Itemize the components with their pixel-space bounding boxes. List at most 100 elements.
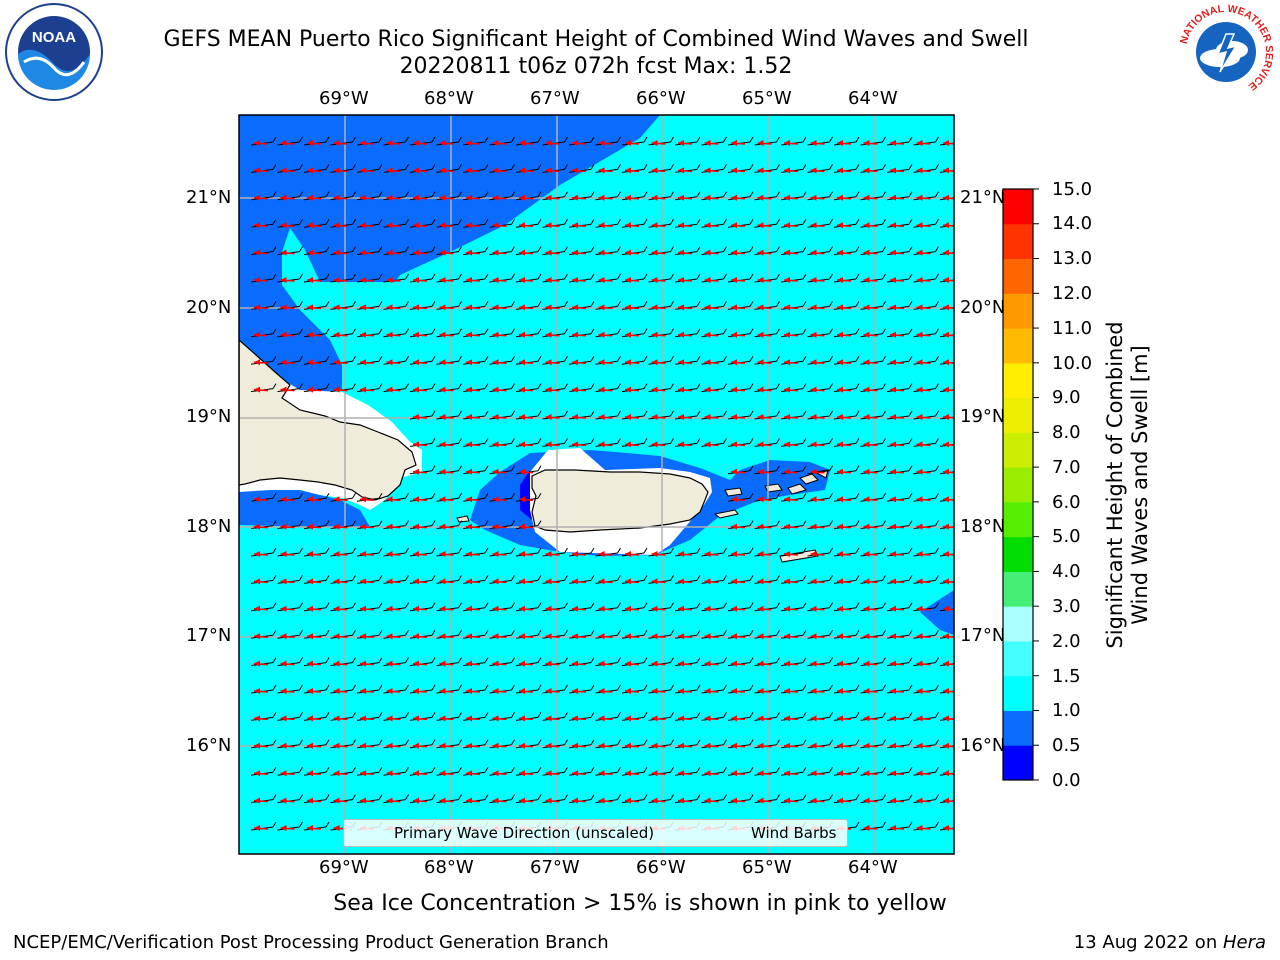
vector-cell — [939, 496, 954, 503]
vector-cell — [515, 575, 542, 585]
vector-cell — [595, 383, 621, 393]
vector-cell — [436, 328, 462, 338]
vector-cell — [303, 547, 330, 557]
colorbar-bin — [1003, 328, 1033, 364]
vector-cell — [807, 766, 833, 777]
vector-cell — [727, 794, 754, 804]
vector-cell — [356, 164, 383, 174]
vector-cell — [277, 246, 303, 256]
vector-cell — [939, 277, 954, 283]
vector-cell — [913, 794, 939, 804]
vector-cell — [515, 684, 542, 694]
vector-cell — [780, 629, 807, 640]
vector-cell — [356, 575, 383, 585]
vector-cell — [515, 218, 542, 229]
vector-cell — [833, 246, 860, 256]
vector-cell — [754, 438, 780, 448]
vector-cell — [701, 575, 727, 585]
vector-cell — [886, 602, 913, 612]
vector-cell — [913, 328, 939, 338]
vector-cell — [356, 301, 383, 311]
vector-cell — [780, 766, 807, 777]
vector-cell — [303, 520, 330, 530]
vector-cell — [860, 301, 886, 311]
vector-cell — [939, 688, 954, 694]
vector-cell — [383, 492, 409, 503]
vector-cell — [701, 383, 727, 393]
vector-cell — [833, 355, 860, 366]
vector-cell — [833, 794, 860, 804]
vector-cell — [277, 684, 303, 694]
vector-cell — [568, 766, 595, 777]
vector-cell — [886, 191, 913, 201]
colorbar-label: 3.0 — [1052, 596, 1081, 617]
colorbar-label: 12.0 — [1052, 283, 1093, 304]
vector-cell — [436, 520, 462, 530]
vector-cell — [807, 246, 833, 256]
vector-cell — [462, 191, 489, 201]
vector-cell — [674, 712, 701, 722]
vector-cell — [568, 218, 595, 229]
vector-cell — [701, 328, 727, 338]
vector-cell — [330, 246, 356, 256]
vector-cell — [674, 410, 701, 420]
vector-cell — [356, 602, 383, 612]
vector-cell — [595, 410, 621, 420]
vector-cell — [409, 301, 436, 311]
vector-cell — [303, 136, 330, 146]
vector-cell — [754, 218, 780, 229]
vector-cell — [754, 547, 780, 557]
vector-cell — [674, 164, 701, 174]
vector-cell — [833, 520, 860, 530]
vector-cell — [754, 273, 780, 283]
vector-cell — [754, 465, 780, 475]
vector-cell — [833, 438, 860, 448]
vector-cell — [621, 301, 648, 311]
vector-cell — [277, 657, 303, 667]
vector-cell — [383, 301, 409, 311]
vector-cell — [489, 547, 515, 557]
vector-cell — [250, 520, 277, 530]
vector-cell — [621, 164, 648, 174]
vector-cell — [489, 191, 515, 201]
vector-field — [250, 136, 954, 831]
vector-cell — [913, 575, 939, 585]
vector-cell — [542, 136, 568, 146]
vector-cell — [277, 547, 303, 557]
vector-cell — [462, 520, 489, 530]
vector-cell — [409, 410, 436, 420]
vector-cell — [383, 766, 409, 777]
lon-tick-top-69w: 69°W — [319, 88, 369, 109]
vector-cell — [489, 136, 515, 146]
vector-cell — [674, 438, 701, 448]
colorbar-label: 14.0 — [1052, 213, 1093, 234]
vector-cell — [648, 602, 674, 612]
vector-cell — [621, 684, 648, 694]
vector-cell — [303, 301, 330, 311]
vector-cell — [409, 739, 436, 749]
vector-cell — [939, 194, 954, 201]
vector-cell — [780, 438, 807, 448]
vector-cell — [701, 218, 727, 229]
vector-cell — [489, 410, 515, 420]
vector-cell — [383, 739, 409, 749]
vector-cell — [780, 684, 807, 694]
colorbar-bin — [1003, 571, 1033, 607]
vector-cell — [754, 383, 780, 393]
vector-cell — [409, 136, 436, 146]
vector-cell — [886, 629, 913, 640]
vector-cell — [383, 273, 409, 283]
vector-cell — [568, 684, 595, 694]
vector-cell — [409, 794, 436, 804]
vector-cell — [807, 629, 833, 640]
vector-cell — [595, 438, 621, 448]
vector-cell — [621, 218, 648, 229]
vector-cell — [621, 328, 648, 338]
vector-cell — [303, 328, 330, 338]
vector-cell — [489, 383, 515, 393]
vector-cell — [303, 218, 330, 229]
vector-cell — [409, 273, 436, 283]
vector-cell — [250, 328, 277, 338]
vector-cell — [330, 191, 356, 201]
vector-cell — [542, 657, 568, 667]
